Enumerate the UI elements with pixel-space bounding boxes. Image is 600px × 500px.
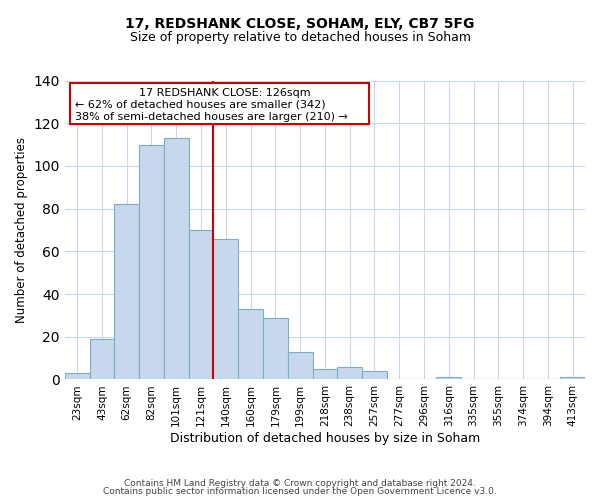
Bar	[313, 369, 337, 380]
Bar	[362, 371, 387, 380]
Bar	[214, 238, 238, 380]
Bar	[560, 378, 585, 380]
Bar	[238, 309, 263, 380]
Bar	[115, 204, 139, 380]
Bar	[263, 318, 288, 380]
FancyBboxPatch shape	[70, 84, 369, 124]
Text: ← 62% of detached houses are smaller (342): ← 62% of detached houses are smaller (34…	[75, 100, 326, 110]
Text: 17, REDSHANK CLOSE, SOHAM, ELY, CB7 5FG: 17, REDSHANK CLOSE, SOHAM, ELY, CB7 5FG	[125, 18, 475, 32]
Bar	[65, 373, 89, 380]
Text: 17 REDSHANK CLOSE: 126sqm: 17 REDSHANK CLOSE: 126sqm	[139, 88, 311, 98]
Text: Contains public sector information licensed under the Open Government Licence v3: Contains public sector information licen…	[103, 487, 497, 496]
Bar	[436, 378, 461, 380]
Y-axis label: Number of detached properties: Number of detached properties	[15, 137, 28, 323]
Bar	[89, 339, 115, 380]
Bar	[188, 230, 214, 380]
Text: Size of property relative to detached houses in Soham: Size of property relative to detached ho…	[130, 31, 470, 44]
Text: 38% of semi-detached houses are larger (210) →: 38% of semi-detached houses are larger (…	[75, 112, 348, 122]
Bar	[288, 352, 313, 380]
Bar	[139, 144, 164, 380]
X-axis label: Distribution of detached houses by size in Soham: Distribution of detached houses by size …	[170, 432, 480, 445]
Text: Contains HM Land Registry data © Crown copyright and database right 2024.: Contains HM Land Registry data © Crown c…	[124, 478, 476, 488]
Bar	[337, 366, 362, 380]
Bar	[164, 138, 188, 380]
